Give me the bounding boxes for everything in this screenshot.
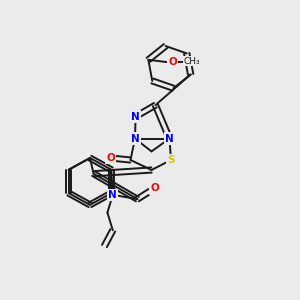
Text: O: O (106, 153, 115, 163)
Text: N: N (165, 134, 174, 144)
Text: N: N (131, 112, 140, 122)
Text: N: N (108, 190, 117, 200)
Text: O: O (150, 183, 159, 193)
Text: S: S (167, 155, 175, 165)
Text: CH₃: CH₃ (183, 57, 200, 66)
Text: N: N (130, 134, 140, 144)
Text: O: O (168, 57, 177, 67)
